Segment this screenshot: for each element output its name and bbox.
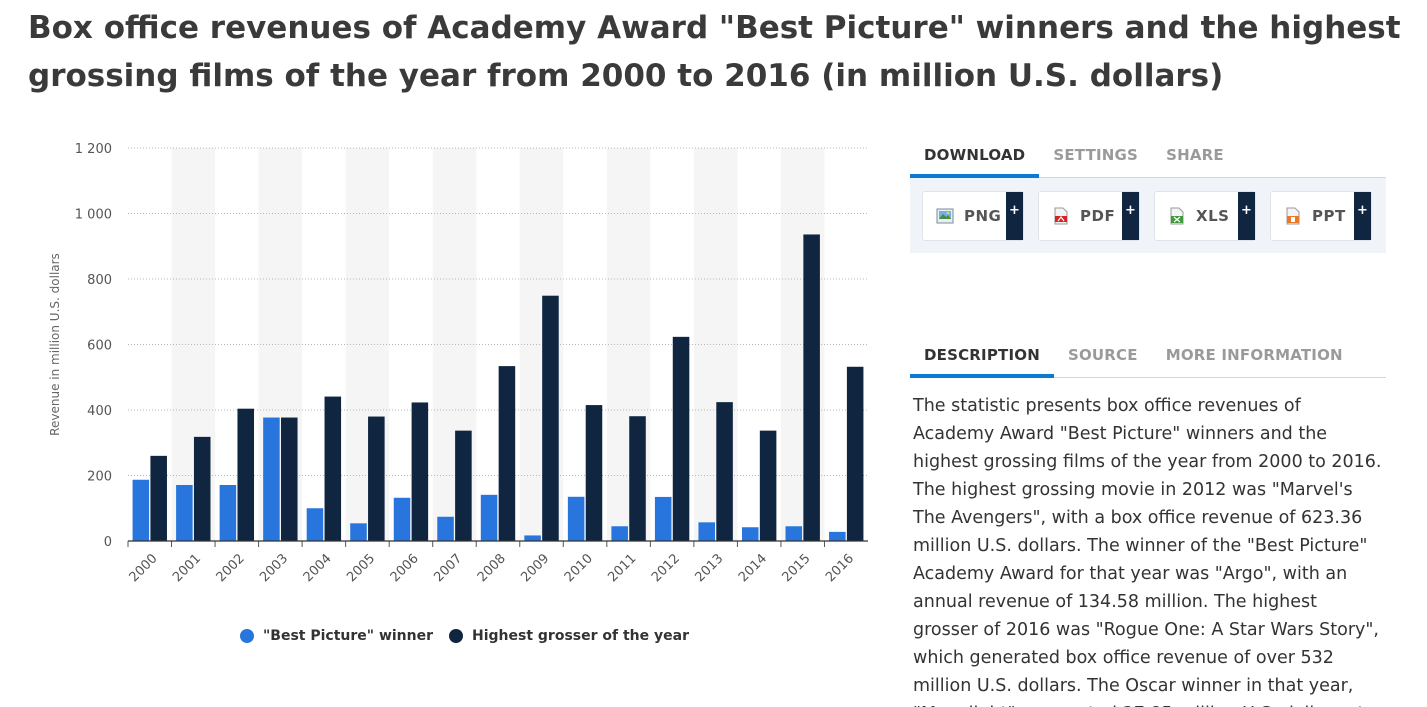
bar-chart: 0 200 400 600 800 1 000 1 200 Revenue in millio… [48, 142, 868, 585]
download-png-button[interactable]: PNG + [922, 191, 1024, 241]
x-tick-label: 2000 [127, 551, 161, 585]
page-title: Box office revenues of Academy Award "Be… [28, 10, 1401, 94]
tabs-description-source-info: DESCRIPTION SOURCE MORE INFORMATION [910, 338, 1386, 378]
x-tick-label: 2010 [562, 551, 596, 585]
download-pdf-plus[interactable]: + [1122, 192, 1139, 240]
bar-highest-grosser [846, 366, 864, 541]
x-tick-label: 2016 [823, 551, 857, 585]
y-tick-label: 600 [87, 339, 112, 354]
bar-highest-grosser [498, 366, 516, 541]
x-tick-label: 2001 [170, 551, 204, 585]
legend-item-best-picture[interactable]: "Best Picture" winner [240, 628, 433, 644]
tab-description[interactable]: DESCRIPTION [910, 338, 1054, 378]
bar-best-picture [698, 522, 715, 541]
legend-label-highest-grosser: Highest grosser of the year [472, 628, 689, 644]
x-tick-label: 2008 [475, 551, 509, 585]
bar-best-picture [393, 497, 411, 541]
x-tick-label: 2013 [692, 551, 726, 585]
tab-more-information[interactable]: MORE INFORMATION [1165, 346, 1343, 364]
download-ppt-plus[interactable]: + [1354, 192, 1371, 240]
download-png-label: PNG [964, 207, 1002, 225]
x-tick-label: 2006 [388, 551, 422, 585]
bar-highest-grosser [585, 405, 603, 541]
bar-best-picture [176, 484, 193, 541]
bar-highest-grosser [672, 336, 690, 541]
chart-area: 0 200 400 600 800 1 000 1 200 Revenue in millio… [40, 130, 880, 660]
sidebar: DOWNLOAD SETTINGS SHARE PNG + PDF + [910, 138, 1386, 707]
bar-highest-grosser [542, 295, 559, 541]
download-xls-plus[interactable]: + [1238, 192, 1255, 240]
bar-best-picture [654, 496, 672, 541]
powerpoint-file-icon [1286, 207, 1300, 225]
tab-share[interactable]: SHARE [1166, 146, 1224, 164]
x-tick-label: 2005 [344, 551, 378, 585]
bar-best-picture [785, 526, 803, 541]
download-xls-label: XLS [1196, 207, 1230, 225]
download-pdf-button[interactable]: PDF + [1038, 191, 1140, 241]
x-tick-label: 2003 [257, 551, 291, 585]
legend-marker-highest-grosser [449, 629, 464, 643]
download-png-plus[interactable]: + [1006, 192, 1023, 240]
legend-marker-best-picture [240, 629, 254, 643]
y-tick-label: 1 200 [75, 142, 112, 157]
description-text: The statistic presents box office revenu… [913, 396, 1382, 707]
y-tick-label: 0 [104, 535, 112, 550]
bar-best-picture [306, 508, 324, 541]
bar-highest-grosser [455, 430, 472, 541]
bar-highest-grosser [368, 416, 385, 541]
bar-highest-grosser [193, 436, 211, 541]
bar-best-picture [350, 523, 367, 541]
bar-best-picture [829, 531, 846, 541]
download-pdf-label: PDF [1080, 207, 1116, 225]
bar-best-picture [741, 527, 759, 541]
tab-source[interactable]: SOURCE [1067, 346, 1138, 364]
tab-settings[interactable]: SETTINGS [1053, 146, 1139, 164]
legend-item-highest-grosser[interactable]: Highest grosser of the year [449, 628, 689, 644]
y-tick-label: 200 [87, 470, 112, 485]
bar-highest-grosser [150, 455, 167, 541]
bar-highest-grosser [411, 402, 429, 541]
bar-highest-grosser [237, 408, 255, 541]
image-file-icon [936, 208, 954, 224]
tabs-download-settings-share: DOWNLOAD SETTINGS SHARE [910, 138, 1386, 178]
x-tick-label: 2012 [649, 551, 683, 585]
bar-highest-grosser [716, 402, 733, 541]
x-tick-label: 2015 [780, 551, 814, 585]
download-panel: PNG + PDF + XLS + [910, 178, 1386, 253]
chart-legend: "Best Picture" winner Highest grosser of… [240, 624, 800, 648]
legend-label-best-picture: "Best Picture" winner [263, 628, 434, 644]
bar-best-picture [132, 479, 150, 541]
pdf-file-icon [1054, 207, 1068, 225]
x-tick-label: 2002 [214, 551, 248, 585]
x-tick-label: 2009 [518, 551, 552, 585]
bar-best-picture [611, 526, 628, 541]
y-tick-label: 800 [87, 273, 112, 288]
x-tick-label: 2011 [605, 551, 639, 585]
bar-best-picture [524, 535, 541, 541]
bar-best-picture [263, 417, 280, 541]
bar-best-picture [567, 496, 585, 541]
x-tick-label: 2014 [736, 551, 770, 585]
x-tick-label: 2004 [301, 551, 335, 585]
bar-highest-grosser [281, 417, 298, 541]
bar-best-picture [480, 494, 498, 541]
bar-highest-grosser [324, 396, 342, 541]
y-axis-label: Revenue in million U.S. dollars [48, 253, 62, 436]
download-ppt-label: PPT [1312, 207, 1346, 225]
bar-highest-grosser [629, 416, 646, 541]
download-xls-button[interactable]: XLS + [1154, 191, 1256, 241]
excel-file-icon [1170, 207, 1184, 225]
download-ppt-button[interactable]: PPT + [1270, 191, 1372, 241]
bar-highest-grosser [759, 430, 777, 541]
x-tick-label: 2007 [431, 551, 465, 585]
tab-download[interactable]: DOWNLOAD [910, 138, 1040, 178]
y-tick-label: 400 [87, 404, 112, 419]
bar-highest-grosser [803, 234, 820, 541]
bar-best-picture [437, 516, 454, 541]
bar-best-picture [219, 484, 237, 541]
y-tick-label: 1 000 [75, 208, 112, 223]
